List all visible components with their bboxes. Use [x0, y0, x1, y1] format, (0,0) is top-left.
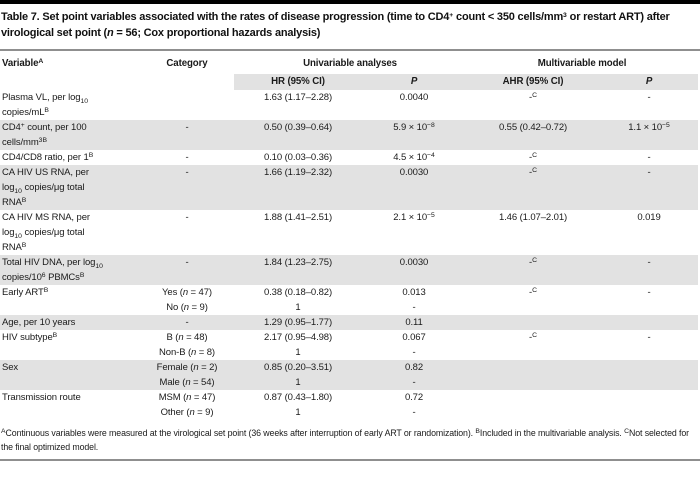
cell-hr: 1.88 (1.41–2.51): [263, 212, 333, 223]
cell-p-multivariable: -: [647, 152, 651, 163]
cell-hr: 0.50 (0.39–0.64): [234, 120, 362, 150]
cell-category: MSM (n = 47) Other (n = 9): [158, 392, 216, 418]
cell-category: -: [140, 315, 234, 330]
table-row: CA HIV MS RNA, per log10 copies/μg total R…: [0, 210, 698, 255]
cell-p-univariable: 0.0030: [362, 165, 467, 210]
column-header-hr: HR (95% CI): [234, 74, 362, 90]
title-divider: [0, 49, 700, 51]
cell-p-univariable: 0.0040: [399, 92, 429, 103]
cell-hr: 1.84 (1.23–2.75): [234, 255, 362, 285]
cell-category: -: [140, 165, 234, 210]
header-spacer-category: [140, 74, 234, 90]
cell-p-univariable: 0.0030: [362, 255, 467, 285]
cell-ahr: [466, 360, 601, 390]
cell-p-multivariable: -: [600, 255, 699, 285]
cell-variable: CD4/CD8 ratio, per 1B: [2, 151, 94, 163]
cell-ahr: [466, 390, 600, 420]
header-row-groups: VariableA Category Univariable analyses …: [0, 51, 698, 74]
cell-ahr: [466, 315, 601, 330]
cell-p-multivariable: 1.1 × 10−5: [600, 120, 699, 150]
column-header-category: Category: [166, 58, 208, 69]
column-group-multivariable: Multivariable model: [537, 58, 627, 69]
table-row: Transmission route MSM (n = 47) Other (n =…: [0, 390, 698, 420]
cell-p-multivariable: -: [647, 92, 651, 103]
table-row: CD4/CD8 ratio, per 1B - 0.10 (0.03–0.36) 4.…: [0, 150, 698, 165]
cell-p-multivariable: [600, 390, 698, 420]
header-spacer-variable: [0, 74, 140, 90]
cell-ahr: -C: [529, 91, 538, 103]
cell-p-multivariable: 0.019: [637, 212, 661, 223]
bottom-rule: [0, 459, 700, 461]
cell-category: B (n = 48) Non-B (n = 8): [159, 332, 215, 358]
table-row: Early ARTB Yes (n = 47) No (n = 9) 0.38 (0.…: [0, 285, 698, 315]
cell-ahr: -C: [466, 255, 601, 285]
cell-hr: 0.87 (0.43–1.80) 1: [263, 392, 333, 418]
cell-hr: 0.85 (0.20–3.51) 1: [234, 360, 362, 390]
cell-ahr: -C: [466, 165, 601, 210]
cell-category: -: [140, 120, 234, 150]
column-header-ahr: AHR (95% CI): [466, 74, 601, 90]
cell-category: Yes (n = 47) No (n = 9): [162, 287, 212, 313]
cell-variable: CA HIV US RNA, per log10 copies/μg total R…: [0, 165, 140, 210]
cell-hr: 0.38 (0.18–0.82) 1: [263, 287, 333, 313]
cell-variable: CD4+ count, per 100 cells/mm3B: [0, 120, 140, 150]
data-table: VariableA Category Univariable analyses …: [0, 51, 699, 420]
table-row: Plasma VL, per log10 copies/mLB 1.63 (1.17…: [0, 90, 698, 120]
cell-category: -: [185, 212, 189, 223]
cell-hr: 2.17 (0.95–4.98) 1: [263, 332, 333, 358]
column-group-univariable: Univariable analyses: [303, 58, 397, 69]
cell-variable: Age, per 10 years: [0, 315, 140, 330]
cell-p-multivariable: [600, 360, 699, 390]
cell-category: -: [140, 255, 234, 285]
cell-ahr: -C: [529, 331, 538, 343]
cell-ahr: -C: [529, 151, 538, 163]
table-row: Total HIV DNA, per log10 copies/106 PBMCs…: [0, 255, 699, 285]
table-header: VariableA Category Univariable analyses …: [0, 51, 699, 90]
cell-ahr: -C: [529, 286, 538, 298]
table-title: Table 7. Set point variables associated …: [1, 11, 670, 39]
cell-variable: Total HIV DNA, per log10 copies/106 PBMCs…: [0, 255, 140, 285]
table-row: CA HIV US RNA, per log10 copies/μg total R…: [0, 165, 699, 210]
column-header-variable: VariableA: [2, 57, 44, 69]
table-body: Plasma VL, per log10 copies/mLB 1.63 (1.17…: [0, 90, 699, 420]
cell-p-univariable: 0.013-: [402, 287, 426, 313]
cell-hr: 0.10 (0.03–0.36): [263, 152, 333, 163]
cell-hr: 1.66 (1.19–2.32): [234, 165, 362, 210]
cell-ahr: 1.46 (1.07–2.01): [498, 212, 568, 223]
cell-category: -: [185, 152, 189, 163]
header-row-subcolumns: HR (95% CI) P AHR (95% CI) P: [0, 74, 699, 90]
cell-category: [140, 90, 234, 120]
cell-ahr: 0.55 (0.42–0.72): [466, 120, 601, 150]
cell-variable: Early ARTB: [2, 286, 49, 298]
column-header-p-univariable: P: [362, 74, 467, 90]
cell-variable: HIV subtypeB: [2, 331, 58, 343]
top-rule: [0, 0, 700, 4]
cell-variable: Plasma VL, per log10 copies/mLB: [2, 92, 89, 118]
cell-p-multivariable: -: [600, 165, 699, 210]
cell-p-multivariable: [600, 315, 699, 330]
cell-p-univariable: 2.1 × 10−5: [393, 211, 435, 223]
table-row: Age, per 10 years -1.29 (0.95–1.77) 0.11: [0, 315, 699, 330]
cell-variable: CA HIV MS RNA, per log10 copies/μg total R…: [2, 212, 90, 253]
cell-p-multivariable: -: [647, 332, 651, 343]
table-row: Sex Female (n = 2) Male (n = 54) 0.85 (0.20…: [0, 360, 699, 390]
cell-p-multivariable: -: [647, 287, 651, 298]
cell-p-univariable: 5.9 × 10−8: [362, 120, 467, 150]
table-row: CD4+ count, per 100 cells/mm3B -0.50 (0.39…: [0, 120, 699, 150]
cell-variable: Transmission route: [2, 392, 81, 403]
cell-p-univariable: 0.82-: [362, 360, 467, 390]
column-header-p-multivariable: P: [600, 74, 699, 90]
cell-hr: 1.63 (1.17–2.28): [263, 92, 333, 103]
cell-p-univariable: 4.5 × 10−4: [393, 151, 435, 163]
footnote: AContinuous variables were measured at t…: [1, 427, 689, 452]
cell-p-univariable: 0.067-: [402, 332, 426, 358]
cell-category: Female (n = 2) Male (n = 54): [140, 360, 234, 390]
cell-p-univariable: 0.11: [362, 315, 467, 330]
table-row: HIV subtypeB B (n = 48) Non-B (n = 8) 2.17 …: [0, 330, 698, 360]
cell-variable: Sex: [0, 360, 140, 390]
cell-hr: 1.29 (0.95–1.77): [234, 315, 362, 330]
cell-p-univariable: 0.72-: [404, 392, 424, 418]
